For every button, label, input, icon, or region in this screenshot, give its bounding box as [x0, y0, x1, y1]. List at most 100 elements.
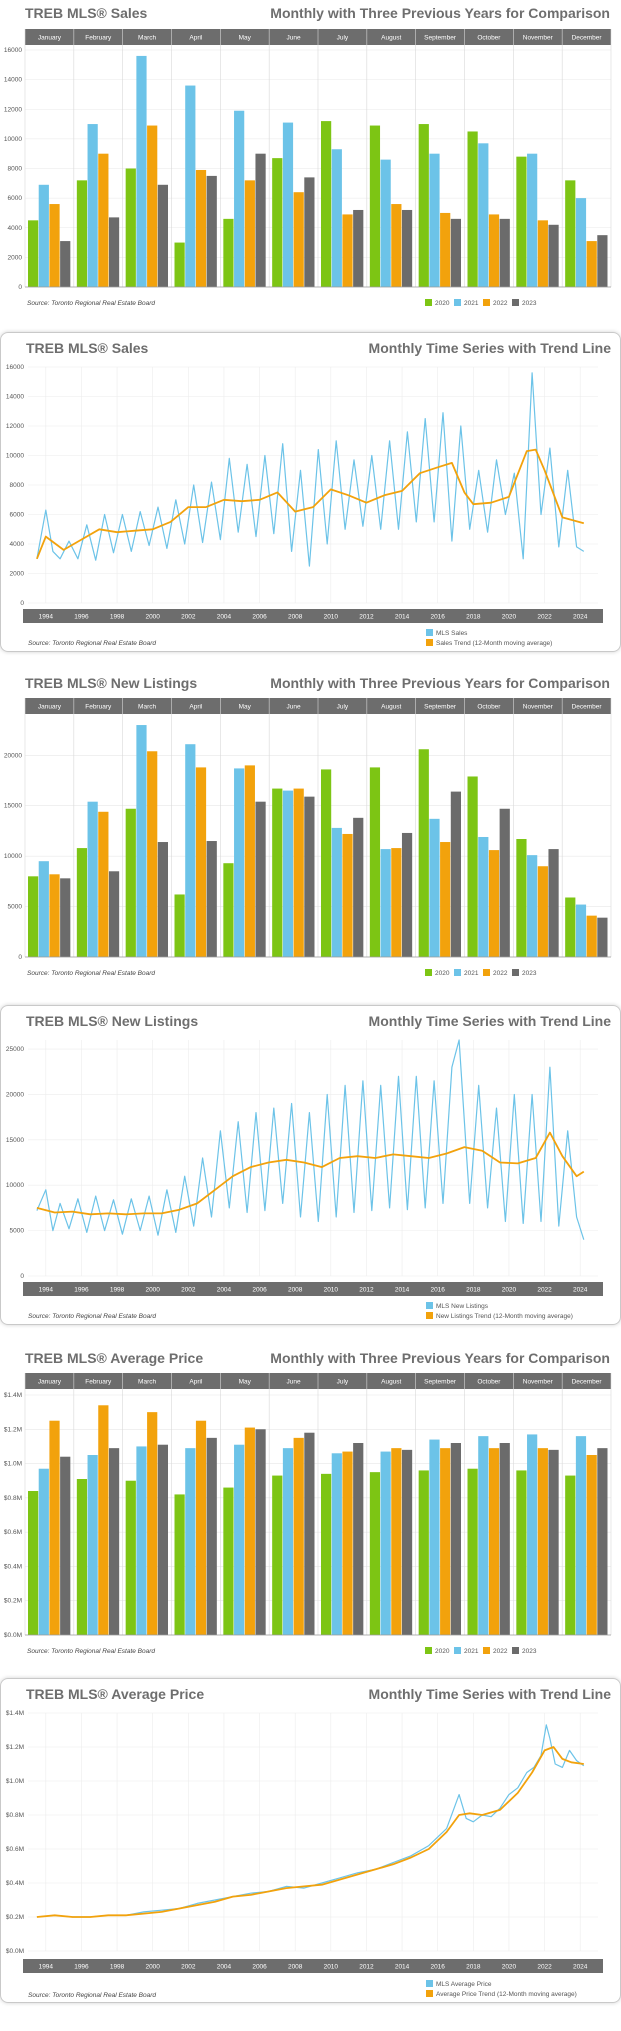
- bar-november-2023: [548, 224, 559, 287]
- month-label-april: April: [189, 704, 203, 711]
- month-label-november: November: [523, 1379, 554, 1386]
- month-label-december: December: [572, 704, 603, 711]
- x-tick-label: 2004: [217, 614, 232, 621]
- bar-april-2020: [174, 1494, 185, 1635]
- series-line-average-price-trend-12-month-moving-average: [36, 1746, 584, 1918]
- month-label-august: August: [381, 1379, 401, 1386]
- x-tick-label: 1998: [110, 1287, 125, 1294]
- bar-november-2022: [537, 220, 548, 287]
- y-tick-label: 10000: [4, 136, 22, 143]
- y-tick-label: 0: [20, 600, 24, 607]
- y-tick-label: 12000: [6, 423, 24, 430]
- x-tick-label: 2008: [288, 1287, 303, 1294]
- y-tick-label: 16000: [4, 47, 22, 54]
- y-tick-label: 16000: [6, 364, 24, 371]
- bar-september-2022: [440, 212, 451, 287]
- bar-february-2023: [108, 1448, 120, 1635]
- source-note: Source: Toronto Regional Real Estate Boa…: [28, 1313, 156, 1320]
- bar-may-2023: [255, 801, 266, 957]
- y-tick-label: 2000: [8, 254, 23, 261]
- bar-october-2020: [467, 776, 478, 957]
- legend-swatch-new-listings-trend-12-month-moving-average: [426, 1312, 433, 1319]
- bar-july-2023: [353, 1443, 364, 1635]
- x-tick-label: 2012: [359, 1287, 374, 1294]
- bar-february-2021: [87, 801, 98, 957]
- bar-october-2021: [478, 143, 489, 287]
- source-note: Source: Toronto Regional Real Estate Boa…: [27, 970, 155, 977]
- x-tick-label: 2004: [217, 1287, 232, 1294]
- listings-timeseries-chart-panel: TREB MLS® New Listings Monthly Time Serie…: [0, 1005, 621, 1325]
- bar-august-2021: [380, 849, 391, 957]
- month-label-november: November: [523, 35, 554, 42]
- bar-october-2023: [499, 1443, 510, 1635]
- bar-may-2023: [255, 153, 266, 287]
- legend-swatch-2021: [454, 1647, 461, 1654]
- x-tick-label: 2010: [324, 614, 339, 621]
- y-tick-label: 15000: [4, 803, 22, 810]
- bar-april-2023: [206, 1437, 217, 1635]
- x-tick-label: 2010: [324, 1287, 339, 1294]
- chart-svg: TREB MLS® Average Price Monthly with Thre…: [4, 1350, 612, 1655]
- bar-february-2020: [76, 848, 88, 957]
- y-tick-label: $1.4M: [4, 1392, 22, 1399]
- y-tick-label: 15000: [6, 1137, 24, 1144]
- x-tick-label: 1994: [39, 1964, 54, 1971]
- year-axis-bar: [23, 609, 603, 623]
- bar-july-2021: [331, 827, 342, 957]
- y-tick-label: 8000: [10, 482, 25, 489]
- x-tick-label: 2010: [324, 1964, 339, 1971]
- y-tick-label: $0.2M: [6, 1914, 24, 1921]
- x-tick-label: 2008: [288, 614, 303, 621]
- year-axis-bar: [23, 1282, 603, 1296]
- bar-june-2023: [304, 177, 315, 287]
- x-tick-label: 2014: [395, 614, 410, 621]
- bar-june-2020: [272, 788, 283, 957]
- bar-january-2022: [49, 874, 60, 957]
- bar-april-2021: [185, 744, 196, 957]
- y-tick-label: 25000: [6, 1046, 24, 1053]
- bar-august-2023: [401, 832, 413, 957]
- bar-march-2020: [125, 168, 136, 287]
- bar-june-2022: [293, 1437, 304, 1635]
- legend-swatch-mls-average-price: [426, 1980, 433, 1987]
- bar-july-2023: [353, 817, 364, 957]
- y-tick-label: $1.0M: [4, 1461, 22, 1468]
- source-note: Source: Toronto Regional Real Estate Boa…: [27, 300, 155, 307]
- chart-svg: TREB MLS® New Listings Monthly Time Serie…: [6, 1013, 611, 1320]
- bar-november-2021: [527, 153, 538, 287]
- bar-january-2023: [60, 1456, 71, 1635]
- month-label-july: July: [337, 35, 349, 42]
- chart-subtitle: Monthly with Three Previous Years for Co…: [270, 1350, 610, 1366]
- bar-april-2022: [195, 767, 207, 957]
- bar-october-2021: [478, 1436, 489, 1635]
- bar-october-2022: [488, 1448, 500, 1635]
- x-tick-label: 2018: [466, 1964, 481, 1971]
- y-tick-label: $0.6M: [6, 1846, 24, 1853]
- x-tick-label: 2018: [466, 614, 481, 621]
- series-line-mls-new-listings: [36, 1039, 585, 1240]
- bar-december-2020: [565, 1475, 576, 1635]
- bar-april-2021: [185, 1448, 196, 1635]
- legend-swatch-2020: [425, 1647, 432, 1654]
- chart-svg: TREB MLS® Average Price Monthly Time Seri…: [6, 1686, 611, 1999]
- bar-may-2022: [244, 180, 255, 287]
- bar-september-2023: [450, 791, 461, 957]
- month-label-december: December: [572, 1379, 603, 1386]
- bar-august-2022: [391, 204, 402, 287]
- bar-september-2023: [450, 1443, 461, 1635]
- bar-march-2020: [125, 1480, 136, 1635]
- x-tick-label: 1994: [39, 614, 54, 621]
- bar-june-2021: [282, 1448, 294, 1635]
- month-label-july: July: [337, 704, 349, 711]
- legend-label-2021: 2021: [464, 970, 479, 977]
- bar-march-2023: [157, 184, 168, 287]
- x-tick-label: 2002: [181, 614, 196, 621]
- bar-february-2021: [87, 124, 98, 287]
- month-label-may: May: [239, 35, 252, 42]
- x-tick-label: 2006: [252, 614, 267, 621]
- x-tick-label: 2002: [181, 1287, 196, 1294]
- y-tick-label: 20000: [4, 752, 22, 759]
- bar-may-2020: [223, 218, 234, 287]
- legend-swatch-2020: [425, 969, 432, 976]
- bar-march-2021: [136, 55, 147, 287]
